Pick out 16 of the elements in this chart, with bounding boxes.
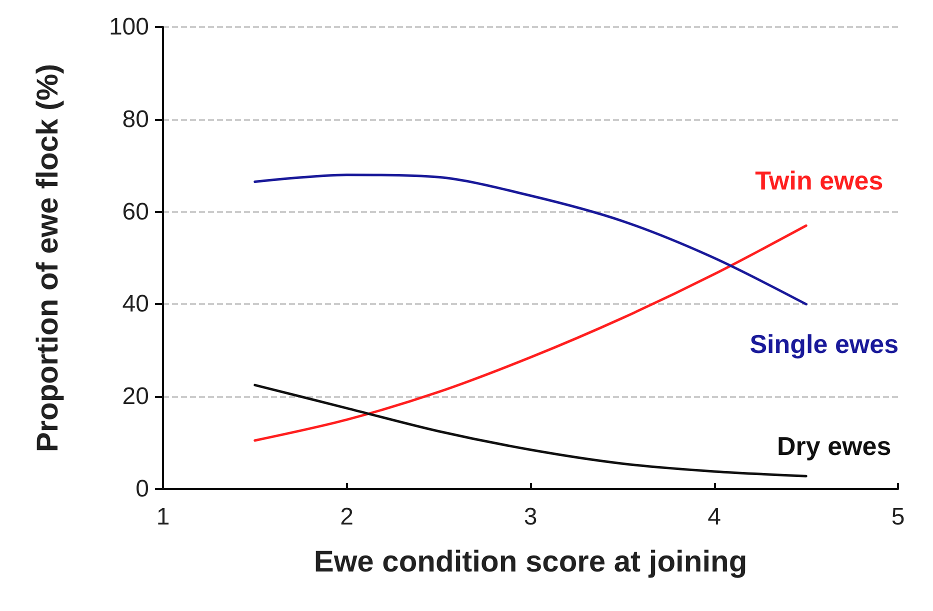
x-axis-title: Ewe condition score at joining	[314, 546, 748, 578]
x-tick-label: 5	[891, 504, 905, 530]
y-tick-label: 60	[122, 198, 149, 226]
series-label: Dry ewes	[777, 431, 892, 462]
x-tick-label: 1	[156, 504, 170, 530]
y-tick-label: 40	[122, 290, 149, 318]
y-tick-label: 20	[122, 383, 149, 410]
y-axis-title: Proportion of ewe flock (%)	[32, 64, 64, 452]
series-label: Twin ewes	[755, 166, 884, 196]
y-tick-label: 100	[108, 14, 149, 40]
x-tick-label: 3	[524, 504, 538, 530]
y-tick-label: 0	[136, 476, 149, 502]
x-tick-label: 4	[708, 504, 721, 530]
y-tick-label: 80	[122, 106, 149, 133]
series-label: Single ewes	[750, 329, 899, 360]
x-tick-label: 2	[340, 504, 354, 530]
